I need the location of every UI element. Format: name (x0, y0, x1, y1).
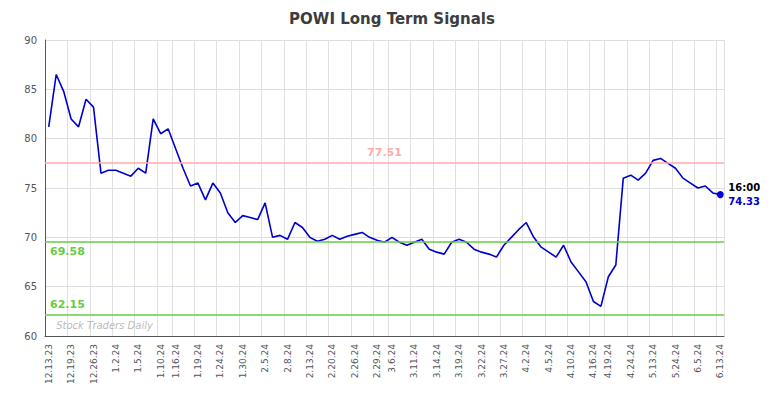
svg-text:60: 60 (24, 331, 37, 342)
svg-text:1.10.24: 1.10.24 (156, 344, 166, 379)
svg-text:4.2.24: 4.2.24 (521, 344, 531, 373)
svg-text:3.11.24: 3.11.24 (409, 344, 419, 379)
svg-text:1.24.24: 1.24.24 (215, 344, 225, 379)
svg-text:4.24.24: 4.24.24 (626, 344, 636, 379)
svg-text:12.13.23: 12.13.23 (44, 344, 54, 384)
svg-text:6.5.24: 6.5.24 (693, 344, 703, 373)
svg-text:12.19.23: 12.19.23 (66, 344, 76, 384)
svg-text:12.26.23: 12.26.23 (89, 344, 99, 384)
svg-text:1.2.24: 1.2.24 (111, 344, 121, 373)
svg-text:2.13.24: 2.13.24 (305, 344, 315, 379)
svg-text:75: 75 (24, 183, 37, 194)
svg-text:2.8.24: 2.8.24 (283, 344, 293, 373)
svg-text:1.30.24: 1.30.24 (238, 344, 248, 379)
svg-text:1.5.24: 1.5.24 (133, 344, 143, 373)
svg-text:2.26.24: 2.26.24 (350, 344, 360, 379)
svg-text:2.5.24: 2.5.24 (260, 344, 270, 373)
svg-text:POWI Long Term Signals: POWI Long Term Signals (289, 10, 495, 28)
svg-text:1.19.24: 1.19.24 (193, 344, 203, 379)
svg-text:16:00: 16:00 (728, 182, 760, 193)
svg-text:1.16.24: 1.16.24 (171, 344, 181, 379)
svg-text:80: 80 (24, 133, 37, 144)
svg-text:3.27.24: 3.27.24 (499, 344, 509, 379)
svg-text:3.14.24: 3.14.24 (432, 344, 442, 379)
svg-text:90: 90 (24, 35, 37, 46)
svg-text:3.6.24: 3.6.24 (387, 344, 397, 373)
svg-text:5.24.24: 5.24.24 (671, 344, 681, 379)
svg-text:65: 65 (24, 281, 37, 292)
svg-text:74.33: 74.33 (728, 196, 760, 207)
svg-text:3.19.24: 3.19.24 (454, 344, 464, 379)
svg-text:4.10.24: 4.10.24 (566, 344, 576, 379)
svg-text:62.15: 62.15 (50, 298, 85, 311)
svg-text:77.51: 77.51 (367, 146, 402, 159)
svg-text:2.29.24: 2.29.24 (372, 344, 382, 379)
svg-text:5.13.24: 5.13.24 (648, 344, 658, 379)
svg-text:70: 70 (24, 232, 37, 243)
svg-text:4.16.24: 4.16.24 (588, 344, 598, 379)
svg-text:4.19.24: 4.19.24 (603, 344, 613, 379)
svg-text:4.5.24: 4.5.24 (544, 344, 554, 373)
svg-text:3.22.24: 3.22.24 (477, 344, 487, 379)
svg-text:6.13.24: 6.13.24 (715, 344, 725, 379)
svg-text:69.58: 69.58 (50, 245, 85, 258)
svg-text:Stock Traders Daily: Stock Traders Daily (56, 320, 154, 331)
svg-text:85: 85 (24, 84, 37, 95)
svg-text:2.20.24: 2.20.24 (327, 344, 337, 379)
